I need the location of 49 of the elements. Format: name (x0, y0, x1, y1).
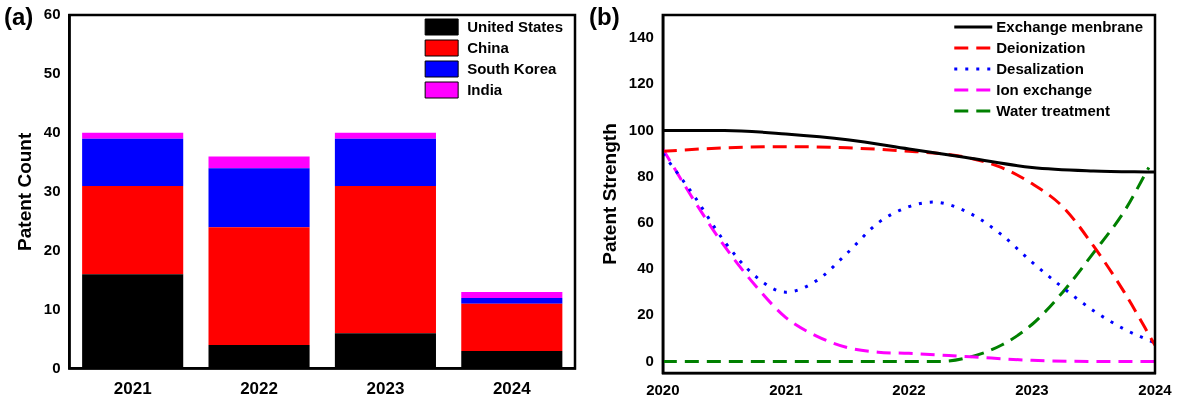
bar (334, 138, 436, 186)
bar (461, 291, 563, 298)
y-tick-label: 20 (43, 240, 61, 258)
y-tick-label: 40 (43, 123, 61, 141)
bar (461, 303, 563, 351)
chart-title: (b) (589, 2, 620, 30)
x-tick-label: 2024 (492, 379, 532, 399)
legend-label: Water treatment (996, 102, 1110, 120)
legend-label: South Korea (467, 60, 557, 78)
legend-label: United States (467, 18, 564, 36)
chart-title: (a) (4, 2, 34, 30)
y-tick-label: 20 (637, 305, 654, 323)
bar (208, 156, 310, 169)
y-axis-title: Patent Count (13, 132, 35, 251)
y-tick-label: 60 (43, 5, 61, 23)
bar (82, 185, 184, 275)
y-tick-label: 10 (43, 299, 61, 317)
legend-label: Deionization (996, 39, 1086, 57)
y-tick-label: 140 (628, 28, 654, 46)
y-tick-label: 0 (52, 358, 61, 376)
bar (461, 297, 563, 304)
y-tick-label: 30 (43, 181, 61, 199)
x-tick-label: 2022 (240, 379, 278, 399)
y-tick-label: 60 (637, 213, 654, 231)
y-tick-label: 40 (637, 259, 654, 277)
y-tick-label: 0 (645, 351, 654, 369)
y-tick-label: 100 (628, 120, 654, 138)
x-tick-label: 2020 (646, 381, 680, 399)
bar (82, 132, 184, 139)
x-tick-label: 2023 (366, 379, 405, 399)
x-tick-label: 2022 (892, 381, 926, 399)
bar (334, 185, 436, 334)
bar (208, 168, 310, 228)
legend-label: Desalization (996, 60, 1084, 78)
bar (334, 132, 436, 139)
y-tick-label: 80 (637, 166, 654, 184)
legend-label: India (467, 81, 503, 99)
bar (82, 138, 184, 186)
y-tick-label: 50 (43, 64, 61, 82)
x-tick-label: 2024 (1138, 381, 1173, 399)
y-tick-label: 120 (628, 74, 654, 92)
x-tick-label: 2023 (1015, 381, 1049, 399)
x-tick-label: 2021 (769, 381, 803, 399)
legend-label: Exchange menbrane (996, 18, 1143, 36)
x-tick-label: 2021 (113, 379, 152, 399)
y-axis-title: Patent Strength (598, 123, 620, 265)
bar (208, 227, 310, 346)
legend-label: China (467, 39, 510, 57)
legend-label: Ion exchange (996, 81, 1093, 99)
